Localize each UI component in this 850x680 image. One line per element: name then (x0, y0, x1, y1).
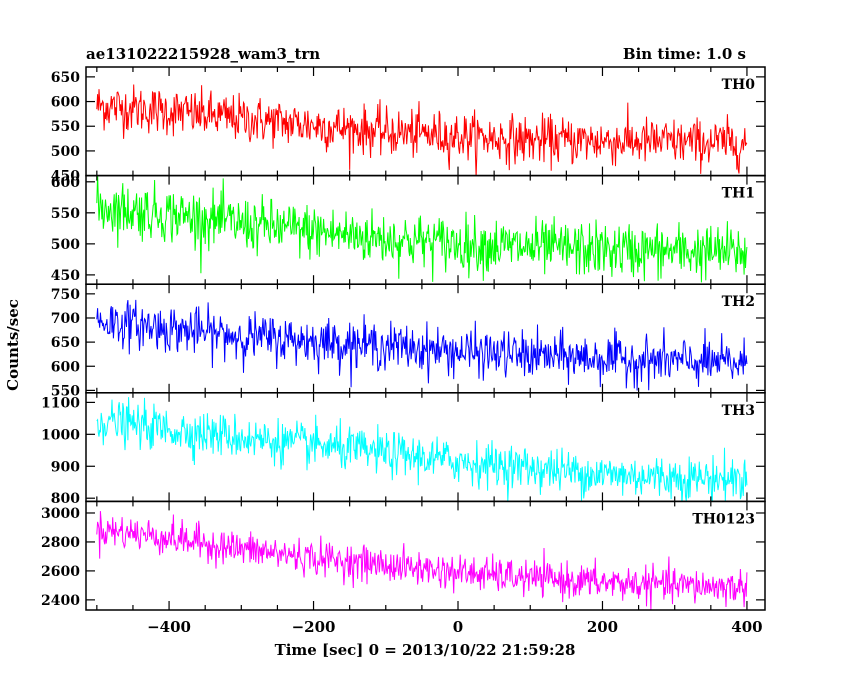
y-axis-label: Counts/sec (4, 299, 22, 391)
x-tick-label: −200 (292, 618, 336, 636)
panel-label-th1: TH1 (722, 186, 755, 202)
x-tick-label: −400 (147, 618, 191, 636)
y-tick-label: 450 (51, 268, 80, 284)
y-tick-label: 500 (51, 237, 80, 253)
series-th0123-line (96, 511, 748, 610)
y-tick-label: 600 (51, 175, 80, 191)
y-tick-label: 2600 (41, 564, 80, 580)
y-tick-label: 700 (51, 311, 80, 327)
y-tick-label: 600 (51, 95, 80, 111)
y-tick-label: 550 (51, 383, 80, 399)
x-axis-label: Time [sec] 0 = 2013/10/22 21:59:28 (275, 641, 576, 659)
y-tick-label: 650 (51, 70, 80, 86)
panel-frame (85, 174, 766, 285)
bin-time-label: Bin time: 1.0 s (623, 45, 746, 63)
y-tick-label: 2400 (41, 593, 80, 609)
x-tick-label: 200 (587, 618, 618, 636)
series-th3-line (96, 397, 748, 502)
panel-frame (85, 500, 766, 611)
panel-frame (85, 66, 766, 177)
y-tick-label: 3000 (41, 506, 80, 522)
y-tick-label: 2800 (41, 535, 80, 551)
y-tick-label: 750 (51, 287, 80, 303)
panel-label-th2: TH2 (722, 294, 755, 310)
y-tick-label: 1000 (41, 427, 80, 443)
y-tick-label: 550 (51, 119, 80, 135)
panels-group: 450 500 550 600 650 TH0 450 500 550 600 TH1 550 600 6… (41, 66, 766, 636)
y-tick-label: 500 (51, 144, 80, 160)
panel-label-th0123: TH0123 (692, 511, 755, 527)
y-tick-label: 1100 (41, 395, 80, 411)
series-th1-line (96, 175, 748, 283)
panel-frame (85, 392, 766, 503)
y-tick-label: 650 (51, 335, 80, 351)
y-tick-label: 450 (51, 169, 80, 185)
series-th2-line (96, 299, 748, 391)
y-tick-label: 800 (51, 491, 80, 507)
y-tick-label: 550 (51, 206, 80, 222)
y-tick-label: 900 (51, 459, 80, 475)
x-tick-label: 0 (453, 618, 463, 636)
chart-title: ae131022215928_wam3_trn (86, 45, 320, 63)
x-tick-label: 400 (731, 618, 762, 636)
y-tick-label: 600 (51, 359, 80, 375)
series-th0-line (96, 84, 748, 176)
panel-label-th3: TH3 (722, 403, 755, 419)
panel-label-th0: TH0 (722, 77, 756, 93)
